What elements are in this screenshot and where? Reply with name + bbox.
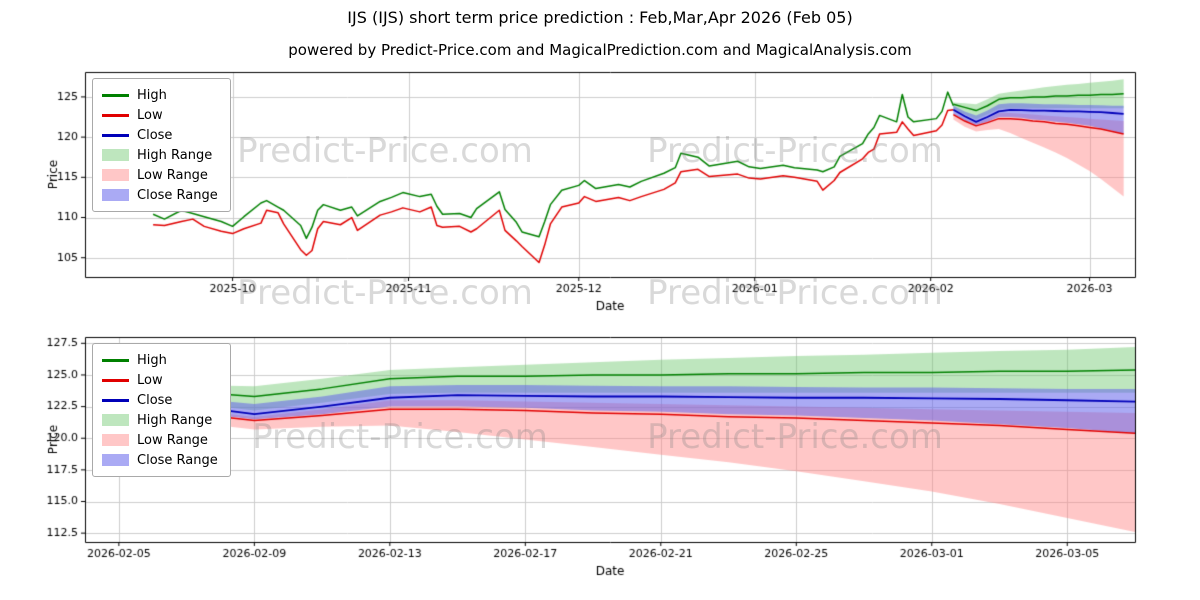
high-line-swatch — [102, 93, 129, 97]
low-line-swatch — [102, 113, 129, 117]
close-range-swatch — [102, 454, 129, 466]
legend-item-high: High — [102, 85, 218, 105]
legend-label: Close Range — [137, 187, 218, 203]
legend-item-close: Close — [102, 390, 218, 410]
page-title: IJS (IJS) short term price prediction : … — [347, 8, 853, 27]
legend-top-chart: High Low Close High Range Low Range Clos… — [92, 78, 231, 212]
legend-label: High — [137, 87, 167, 103]
legend-item-high-range: High Range — [102, 145, 218, 165]
legend-item-close: Close — [102, 125, 218, 145]
legend-item-low: Low — [102, 370, 218, 390]
high-range-swatch — [102, 414, 129, 426]
low-line-swatch — [102, 378, 129, 382]
low-range-swatch — [102, 169, 129, 181]
close-line-swatch — [102, 133, 129, 137]
legend-label: High Range — [137, 147, 213, 163]
legend-item-close-range: Close Range — [102, 450, 218, 470]
close-range-swatch — [102, 189, 129, 201]
legend-item-high-range: High Range — [102, 410, 218, 430]
legend-label: Low — [137, 107, 163, 123]
legend-bottom-chart: High Low Close High Range Low Range Clos… — [92, 343, 231, 477]
legend-label: Close Range — [137, 452, 218, 468]
legend-item-low: Low — [102, 105, 218, 125]
legend-label: Low Range — [137, 167, 208, 183]
page-subtitle: powered by Predict-Price.com and Magical… — [288, 41, 912, 59]
close-line-swatch — [102, 398, 129, 402]
legend-item-low-range: Low Range — [102, 430, 218, 450]
legend-item-close-range: Close Range — [102, 185, 218, 205]
legend-item-low-range: Low Range — [102, 165, 218, 185]
legend-label: High Range — [137, 412, 213, 428]
legend-label: Close — [137, 392, 173, 408]
legend-label: Low Range — [137, 432, 208, 448]
legend-item-high: High — [102, 350, 218, 370]
legend-label: Low — [137, 372, 163, 388]
high-line-swatch — [102, 358, 129, 362]
legend-label: Close — [137, 127, 173, 143]
high-range-swatch — [102, 149, 129, 161]
low-range-swatch — [102, 434, 129, 446]
legend-label: High — [137, 352, 167, 368]
